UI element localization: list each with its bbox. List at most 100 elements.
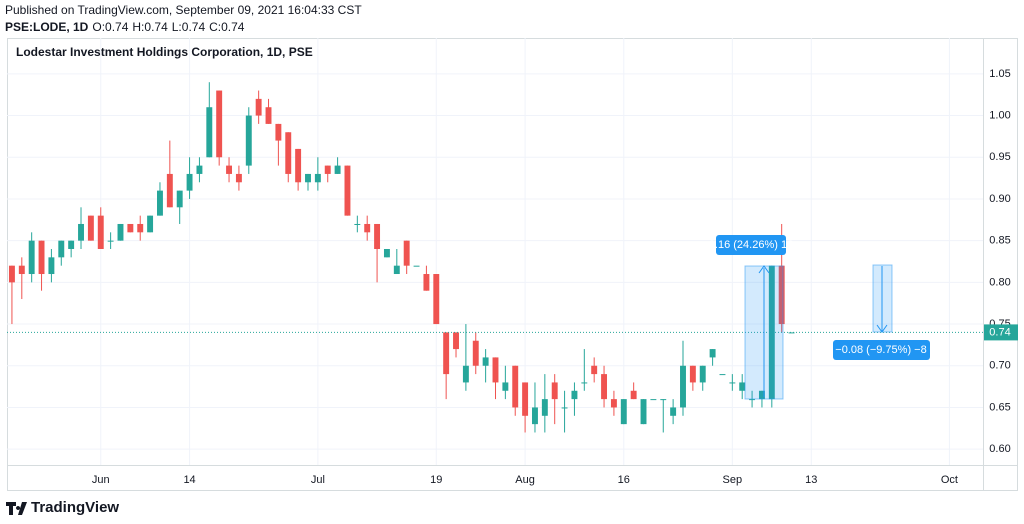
ohlc-label: O: bbox=[92, 20, 105, 34]
candle-body bbox=[334, 165, 341, 174]
candle-body bbox=[610, 399, 617, 408]
candle-body bbox=[97, 215, 104, 249]
candle-body bbox=[176, 190, 183, 208]
candle-body bbox=[117, 223, 124, 241]
candle-body bbox=[314, 173, 321, 183]
candle-body bbox=[383, 248, 390, 258]
candle-body bbox=[393, 265, 400, 275]
candle-body bbox=[729, 382, 736, 384]
candle-body bbox=[749, 399, 756, 401]
candle-body bbox=[413, 265, 420, 267]
symbol: PSE:LODE, 1D bbox=[5, 20, 89, 34]
x-tick-label: Sep bbox=[723, 474, 743, 486]
candle-body bbox=[285, 132, 292, 174]
candle-body bbox=[689, 365, 696, 383]
ohlc-value: 0.74 bbox=[182, 20, 206, 34]
candle-body bbox=[255, 98, 262, 116]
logo-text: TradingView bbox=[31, 499, 119, 516]
x-tick-label: Jul bbox=[311, 474, 325, 486]
candle-body bbox=[206, 107, 213, 158]
measure-arrowhead bbox=[876, 324, 888, 333]
candle-body bbox=[48, 257, 55, 275]
candle-body bbox=[650, 399, 657, 401]
candle-body bbox=[196, 165, 203, 174]
y-tick-label: 0.60 bbox=[989, 443, 1010, 455]
candle-body bbox=[453, 332, 459, 350]
candle-body bbox=[433, 274, 440, 325]
published-text: Published on TradingView.com, September … bbox=[5, 3, 362, 17]
ohlc-value: 0.74 bbox=[144, 20, 168, 34]
candle-body bbox=[8, 265, 15, 283]
candle-body bbox=[512, 365, 519, 408]
candle-body bbox=[87, 215, 94, 241]
candle-body bbox=[522, 382, 529, 416]
y-tick-label: 1.00 bbox=[989, 109, 1010, 121]
candle-body bbox=[226, 165, 233, 174]
candle-body bbox=[591, 365, 598, 375]
candle-body bbox=[581, 382, 588, 384]
candle-body bbox=[186, 173, 193, 191]
candle-body bbox=[403, 240, 410, 266]
measure-label-box bbox=[833, 340, 930, 360]
candle-body bbox=[532, 407, 538, 425]
candle-body bbox=[660, 399, 667, 401]
x-tick-label: Oct bbox=[941, 474, 958, 486]
candle-body bbox=[58, 240, 65, 258]
candle-body bbox=[216, 90, 223, 158]
measure-label: 0.16 (24.26%) 16 bbox=[709, 239, 793, 251]
ohlc-label: C: bbox=[209, 20, 221, 34]
candle-body bbox=[472, 340, 479, 366]
candle-body bbox=[68, 240, 75, 249]
x-tick-label: Aug bbox=[515, 474, 535, 486]
x-tick-label: 13 bbox=[805, 474, 817, 486]
candle-body bbox=[265, 107, 272, 124]
candle-body bbox=[719, 374, 726, 376]
candle-body bbox=[245, 115, 252, 166]
candle-body bbox=[630, 390, 637, 400]
candle-body bbox=[492, 357, 499, 383]
y-tick-label: 0.80 bbox=[989, 276, 1010, 288]
candle-body bbox=[18, 265, 25, 275]
candle-body bbox=[38, 240, 45, 275]
y-tick-label: 0.85 bbox=[989, 235, 1010, 247]
x-tick-label: 14 bbox=[183, 474, 195, 486]
candle-body bbox=[601, 374, 608, 400]
candle-body bbox=[235, 173, 242, 183]
candle-body bbox=[374, 223, 381, 249]
chart-title: Lodestar Investment Holdings Corporation… bbox=[16, 45, 313, 59]
candle-body bbox=[680, 365, 686, 408]
ohlc-line: PSE:LODE, 1D O:0.74 H:0.74 L:0.74 C:0.74 bbox=[5, 20, 245, 34]
y-tick-label: 0.90 bbox=[989, 193, 1010, 205]
candle-body bbox=[275, 123, 282, 141]
candle-body bbox=[709, 349, 716, 358]
candle-body bbox=[305, 173, 311, 183]
candle-body bbox=[620, 399, 627, 425]
y-tick-label: 0.95 bbox=[989, 151, 1010, 163]
candle-body bbox=[127, 223, 134, 233]
x-tick-label: Jun bbox=[92, 474, 110, 486]
candle-body bbox=[78, 223, 84, 241]
candle-body bbox=[670, 407, 677, 416]
ohlc-label: H: bbox=[132, 20, 144, 34]
candle-body bbox=[640, 399, 647, 425]
last-price-tag bbox=[984, 324, 1018, 341]
candle-body bbox=[768, 265, 775, 400]
candle-body bbox=[147, 215, 154, 233]
ohlc-label: L: bbox=[172, 20, 182, 34]
candle-body bbox=[157, 190, 163, 216]
candle-body bbox=[166, 173, 173, 208]
logo: TradingView bbox=[6, 499, 119, 516]
y-tick-label: 1.05 bbox=[989, 68, 1010, 80]
candle-body bbox=[324, 165, 331, 174]
candle-body bbox=[137, 223, 144, 233]
ohlc-value: 0.74 bbox=[105, 20, 129, 34]
candle-body bbox=[443, 332, 450, 375]
candle-body bbox=[364, 223, 371, 233]
y-tick-label: 0.65 bbox=[989, 401, 1010, 413]
candle-body bbox=[571, 390, 578, 400]
candle-body bbox=[344, 165, 351, 216]
candle-body bbox=[423, 274, 430, 291]
measure-arrowhead bbox=[758, 265, 770, 274]
